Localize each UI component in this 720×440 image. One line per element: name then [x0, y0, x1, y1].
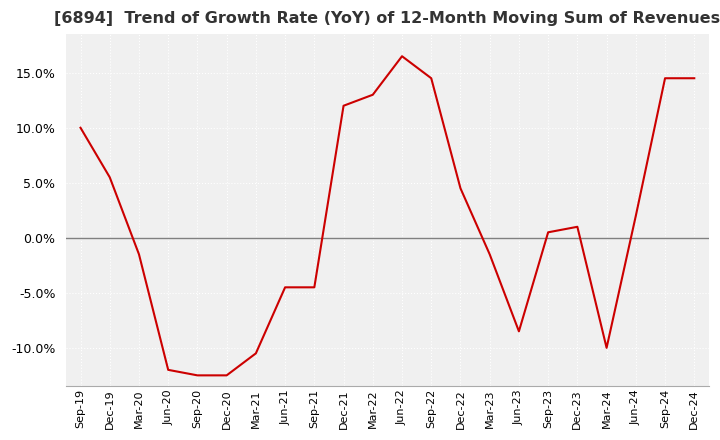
- Title: [6894]  Trend of Growth Rate (YoY) of 12-Month Moving Sum of Revenues: [6894] Trend of Growth Rate (YoY) of 12-…: [54, 11, 720, 26]
